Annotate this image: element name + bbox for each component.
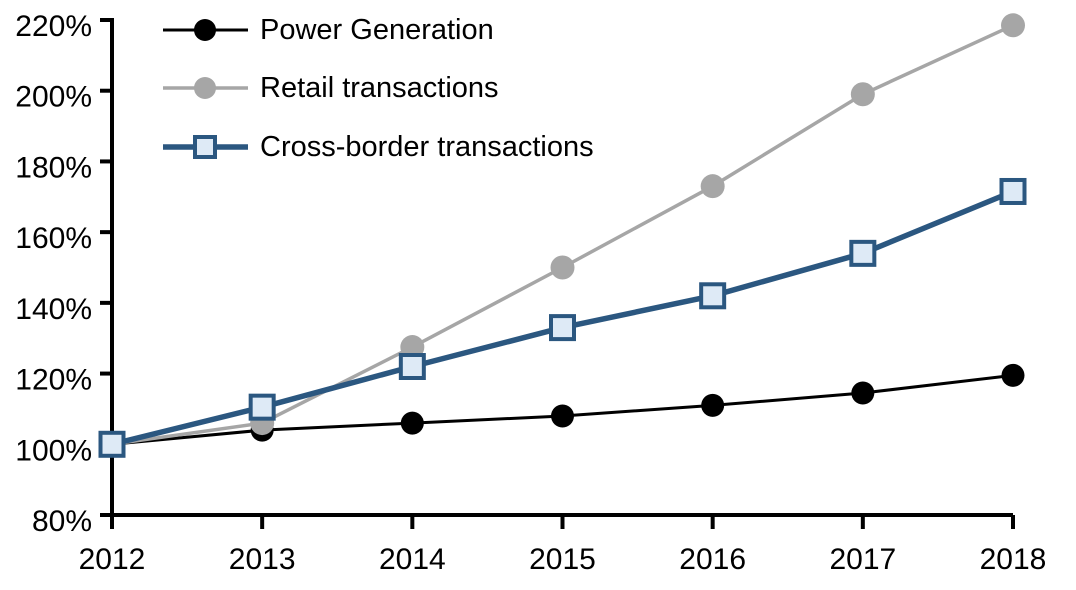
- data-point: [849, 239, 877, 267]
- data-point: [851, 381, 875, 405]
- data-point: [1001, 363, 1025, 387]
- legend-swatch-power-generation: [163, 19, 248, 41]
- legend-marker: [194, 77, 216, 99]
- legend-marker: [193, 135, 217, 159]
- data-point: [551, 404, 574, 428]
- y-tick-label: 220%: [15, 10, 92, 43]
- data-point: [400, 411, 424, 435]
- y-tick-label: 80%: [32, 505, 92, 538]
- legend-item-retail-transactions: Retail transactions: [163, 72, 499, 104]
- y-tick-label: 120%: [15, 364, 92, 397]
- data-point: [248, 393, 276, 421]
- legend-label-power-generation: Power Generation: [260, 14, 494, 46]
- data-point: [999, 177, 1027, 205]
- legend-swatch-cross-border-transactions: [163, 135, 248, 159]
- data-point: [98, 430, 126, 458]
- data-point: [701, 393, 725, 417]
- x-tick-label: 2014: [379, 543, 446, 576]
- y-tick-label: 140%: [15, 293, 92, 326]
- data-point: [398, 353, 426, 380]
- data-point: [850, 82, 875, 107]
- data-point: [549, 314, 576, 342]
- legend-marker: [194, 19, 216, 41]
- y-tick-label: 160%: [15, 222, 92, 255]
- data-point: [699, 282, 727, 310]
- legend-swatch-retail-transactions: [163, 77, 248, 99]
- x-tick-label: 2012: [79, 543, 146, 576]
- y-tick-label: 180%: [15, 151, 92, 184]
- x-tick-label: 2015: [529, 543, 596, 576]
- legend-item-power-generation: Power Generation: [163, 14, 494, 46]
- data-point: [700, 174, 725, 199]
- x-tick-label: 2016: [679, 543, 746, 576]
- legend-item-cross-border-transactions: Cross-border transactions: [163, 131, 594, 163]
- x-tick-label: 2017: [829, 543, 896, 576]
- x-tick-label: 2013: [229, 543, 296, 576]
- legend-label-retail-transactions: Retail transactions: [260, 72, 499, 104]
- y-tick-label: 200%: [15, 81, 92, 114]
- data-point: [550, 255, 575, 280]
- data-point: [1001, 13, 1025, 38]
- y-tick-label: 100%: [15, 434, 92, 467]
- legend-label-cross-border-transactions: Cross-border transactions: [260, 131, 594, 163]
- x-tick-label: 2018: [980, 543, 1047, 576]
